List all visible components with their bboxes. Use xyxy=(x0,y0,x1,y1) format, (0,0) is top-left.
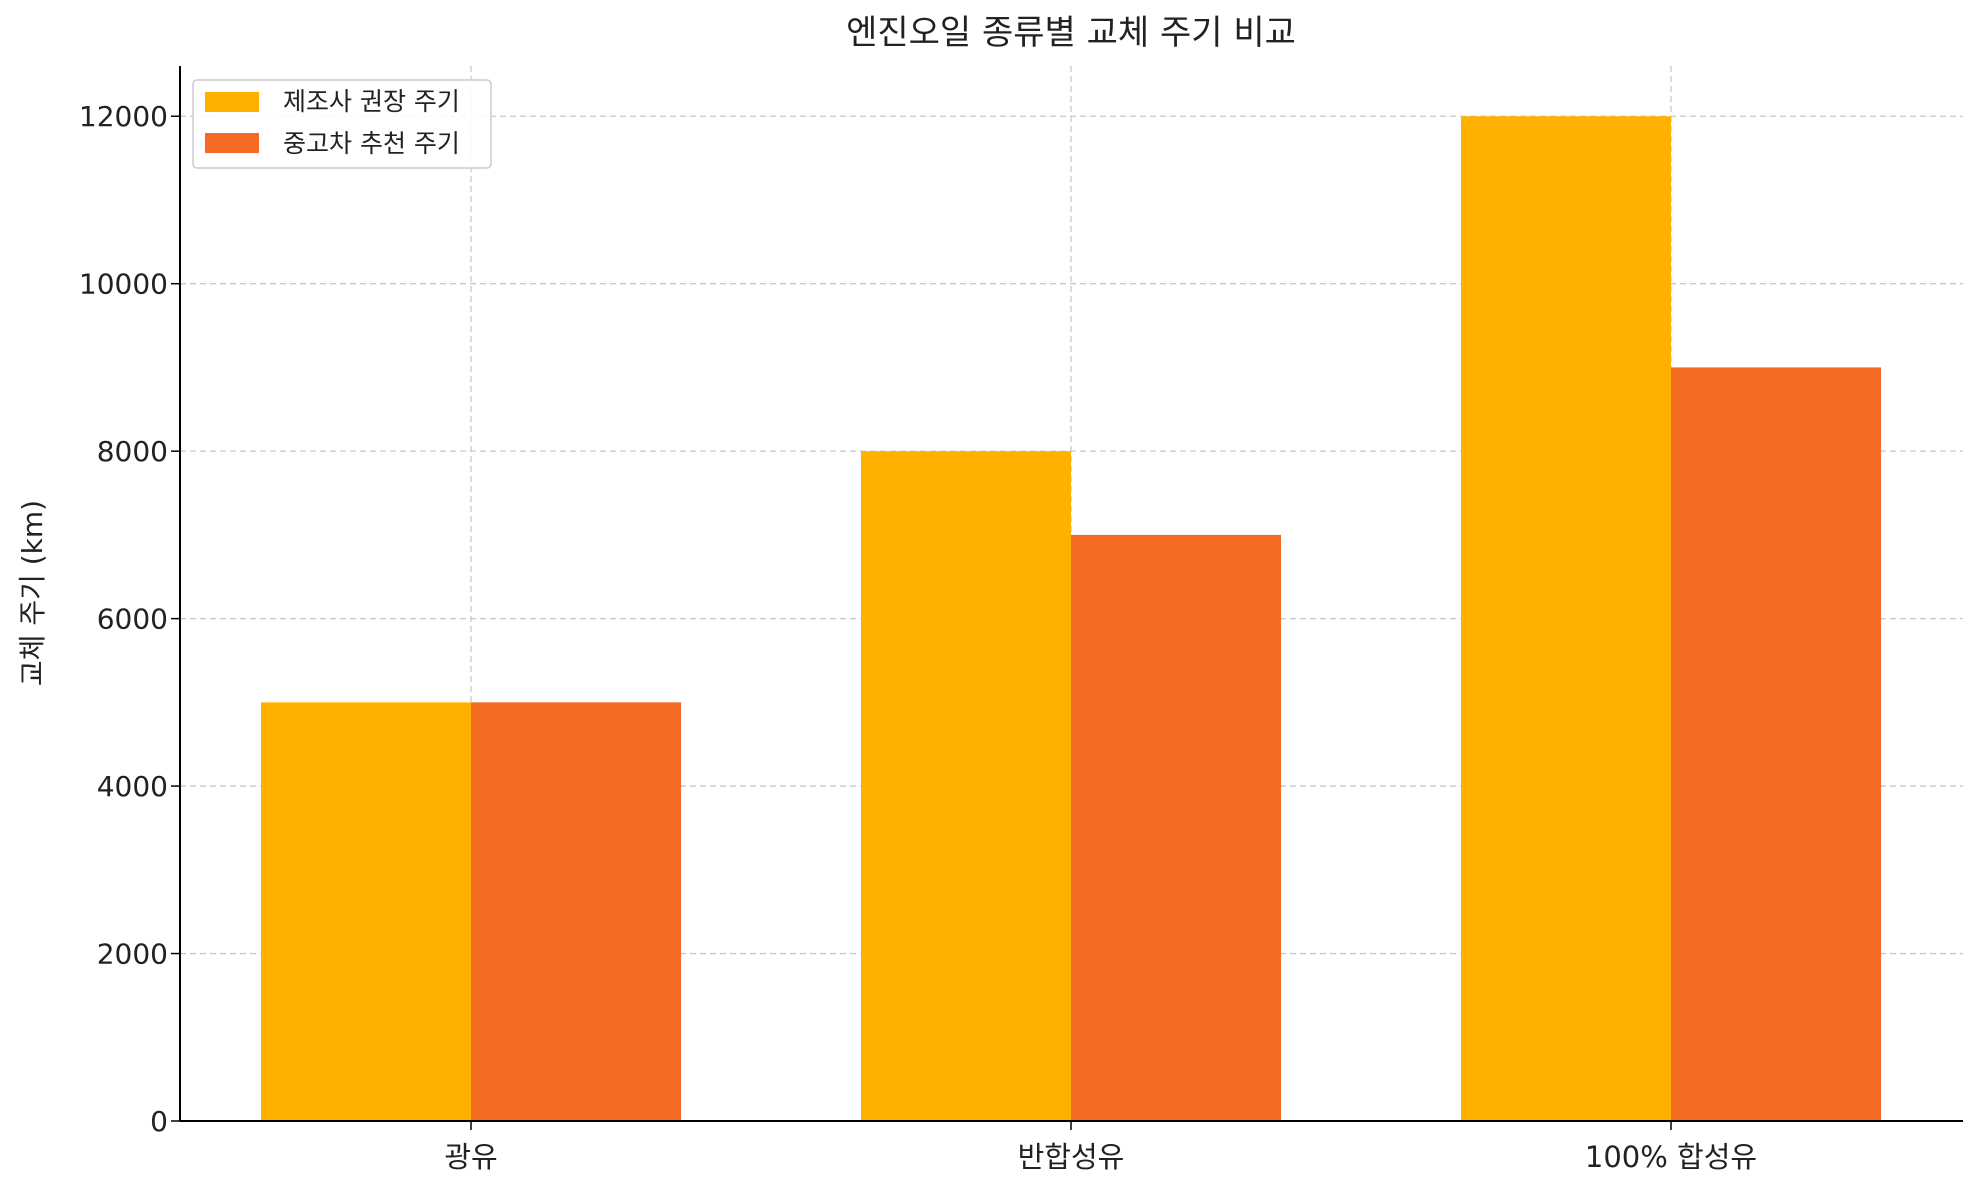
y-tick-label: 6000 xyxy=(97,603,168,636)
legend: 제조사 권장 주기 중고차 추천 주기 xyxy=(192,79,492,169)
bar-used-car-0 xyxy=(471,702,681,1121)
legend-swatch-manufacturer xyxy=(205,92,259,112)
y-tick-label: 8000 xyxy=(97,435,168,468)
y-tick-label: 4000 xyxy=(97,770,168,803)
bar-manufacturer-0 xyxy=(261,702,471,1121)
y-tick-label: 2000 xyxy=(97,938,168,971)
legend-label-manufacturer: 제조사 권장 주기 xyxy=(283,87,460,116)
y-axis-label: 교체 주기 (km) xyxy=(16,500,49,686)
x-axis-ticks: 광유 반합성유 100% 합성유 xyxy=(444,1121,1757,1174)
legend-frame xyxy=(192,79,492,169)
y-axis-ticks: 0 2000 4000 6000 8000 10000 12000 xyxy=(79,100,180,1138)
bar-manufacturer-2 xyxy=(1461,116,1671,1121)
bar-used-car-2 xyxy=(1671,367,1881,1121)
y-tick-label: 0 xyxy=(150,1105,168,1138)
x-tick-label: 광유 xyxy=(444,1140,497,1174)
legend-swatch-used-car xyxy=(205,133,259,153)
y-tick-label: 12000 xyxy=(79,100,168,133)
bar-used-car-1 xyxy=(1071,534,1281,1121)
x-tick-label: 100% 합성유 xyxy=(1585,1140,1757,1174)
y-tick-label: 10000 xyxy=(79,268,168,301)
bars xyxy=(261,116,1881,1122)
x-tick-label: 반합성유 xyxy=(1018,1140,1125,1174)
bar-manufacturer-1 xyxy=(861,451,1071,1122)
chart-title: 엔진오일 종류별 교체 주기 비교 xyxy=(846,13,1296,53)
legend-label-used-car: 중고차 추천 주기 xyxy=(283,129,460,158)
